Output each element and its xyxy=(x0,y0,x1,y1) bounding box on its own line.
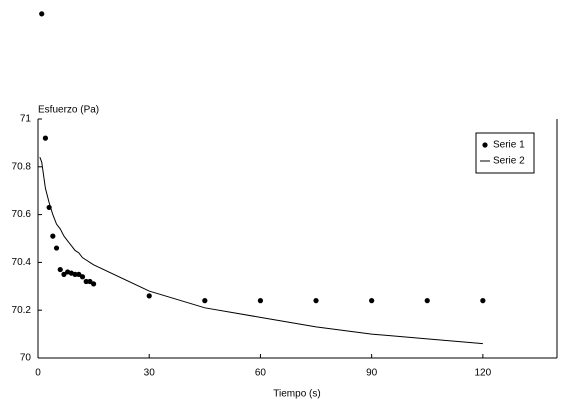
y-tick-label: 70.8 xyxy=(12,161,32,172)
point xyxy=(79,274,86,280)
point xyxy=(72,271,78,277)
y-tick-label: 70.2 xyxy=(12,305,32,316)
point xyxy=(369,298,375,304)
point xyxy=(39,11,45,17)
point xyxy=(76,271,82,277)
point xyxy=(313,298,319,304)
x-axis-label: Tiempo (s) xyxy=(273,389,320,400)
line xyxy=(39,157,483,345)
point xyxy=(42,135,49,141)
y-tick-label: 71 xyxy=(20,114,32,125)
point xyxy=(83,278,89,285)
legend-label: Serie 1 xyxy=(493,140,525,151)
y-tick-label: 70.4 xyxy=(12,257,32,268)
point xyxy=(53,245,60,251)
y-axis-label: Esfuerzo (Pa) xyxy=(38,105,99,116)
y-tick-label: 70 xyxy=(20,353,32,364)
point xyxy=(91,281,97,287)
x-tick-label: 90 xyxy=(366,368,378,379)
legend-label: Serie 2 xyxy=(493,156,525,167)
point xyxy=(257,298,264,304)
x-tick-label: 0 xyxy=(35,368,41,379)
point xyxy=(146,293,152,299)
x-tick-label: 30 xyxy=(144,368,156,379)
point xyxy=(480,298,486,304)
legend-marker xyxy=(482,142,488,148)
x-tick-label: 120 xyxy=(475,368,492,379)
point xyxy=(61,271,67,277)
x-tick-label: 60 xyxy=(255,368,267,379)
y-tick-label: 70.6 xyxy=(12,209,32,220)
point xyxy=(202,298,208,304)
point xyxy=(57,266,63,273)
point xyxy=(50,233,56,239)
point xyxy=(424,298,430,304)
point xyxy=(87,278,93,285)
legend-box xyxy=(475,132,535,174)
